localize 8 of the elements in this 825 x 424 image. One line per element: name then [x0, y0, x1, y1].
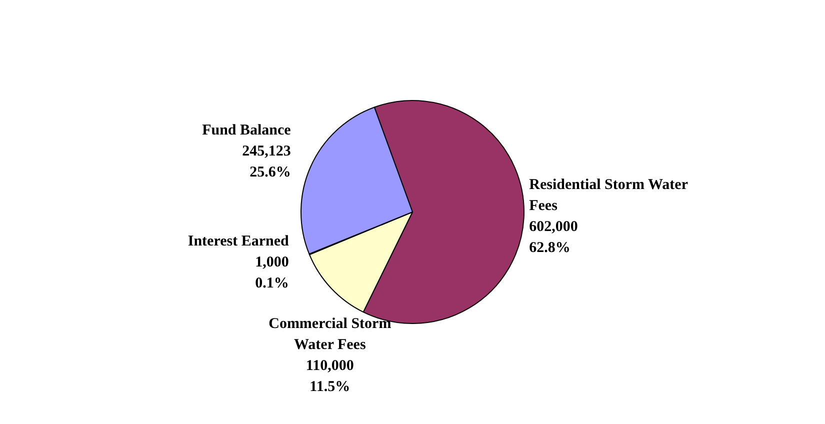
slice-label: Residential Storm Water Fees: [529, 177, 688, 214]
slice-label: Interest Earned: [188, 234, 290, 250]
data-label: 1,000 0.1%: [255, 254, 289, 292]
data-label: 602,000 62.8%: [529, 219, 578, 256]
slice-label: Fund Balance: [202, 122, 292, 138]
slice-label: Commercial Storm Water Fees: [268, 316, 392, 354]
data-label: 245,123 25.6%: [242, 143, 291, 180]
data-label: 110,000 11.5%: [306, 358, 354, 396]
